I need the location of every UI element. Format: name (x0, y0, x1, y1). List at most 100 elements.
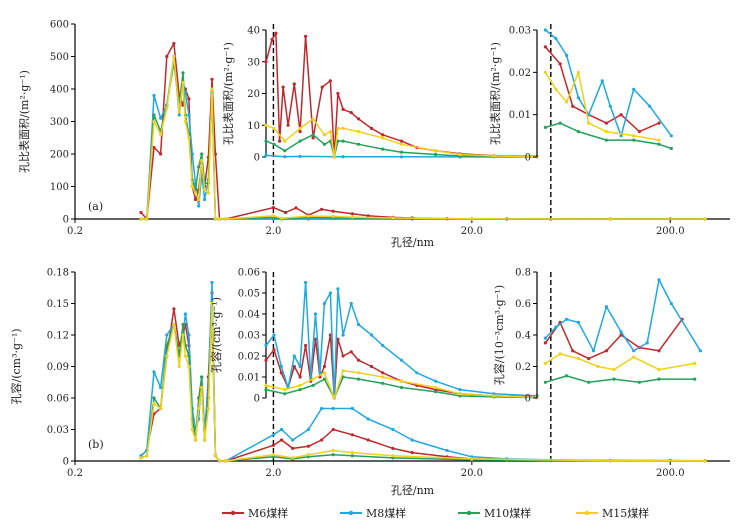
a-main-point-M15煤样 (280, 216, 284, 220)
a-inset-right-point-M10煤样 (543, 125, 548, 129)
a-main-ytick-label: 400 (50, 85, 69, 96)
b-main-point-M15煤样 (139, 456, 143, 460)
b-main-point-M6煤样 (172, 307, 176, 311)
b-main-point-M15煤样 (197, 406, 201, 411)
a-inset-mid-point-M15煤样 (458, 152, 462, 157)
a-inset-mid-point-M10煤样 (434, 152, 438, 157)
a-inset-mid-point-M15煤样 (332, 155, 336, 159)
b-main-point-M15煤样 (206, 406, 210, 411)
b-inset-mid-point-M6煤样 (264, 358, 268, 362)
a-inset-right-point-M15煤样 (554, 87, 558, 91)
b-main-point-M8煤样 (159, 385, 163, 390)
a-inset-mid-y-label: 孔比表面积/(m²·g⁻¹) (221, 42, 235, 145)
a-main-point-M6煤样 (350, 212, 354, 216)
a-inset-mid-point-M10煤样 (322, 142, 326, 146)
b-main-point-M6煤样 (331, 427, 335, 432)
b-main-point-M8煤样 (350, 406, 354, 411)
legend-label: M10煤样 (484, 506, 531, 520)
b-inset-right-series-M8煤样 (544, 279, 702, 352)
b-inset-right-point-M8煤样 (698, 349, 703, 353)
b-main-ytick-label: 0.18 (47, 268, 69, 279)
a-inset-right-ytick-label: 0.03 (509, 26, 531, 37)
b-inset-mid-point-M8煤样 (313, 312, 318, 316)
b-inset-mid-ytick-label: 0.06 (238, 268, 260, 279)
a-main-point-M15煤样 (181, 80, 185, 85)
b-inset-mid-y-label: 孔容/(cm³·g⁻¹) (209, 297, 223, 373)
b-inset-mid-point-M8煤样 (381, 343, 385, 348)
b-inset-mid-point-M15煤样 (332, 396, 336, 400)
a-inset-right-point-M6煤样 (619, 113, 623, 117)
b-main-x-label: 孔径/nm (391, 484, 435, 497)
b-inset-right-point-M10煤样 (657, 377, 661, 381)
b-main-point-M8煤样 (320, 406, 324, 411)
a-inset-mid-point-M15煤样 (341, 126, 345, 130)
b-main-ytick-label: 0.15 (47, 299, 69, 310)
a-main-y-label: 孔比表面积/(m²·g⁻¹) (17, 70, 31, 173)
a-main-point-M15煤样 (152, 119, 156, 124)
a-inset-mid-point-M6煤样 (311, 136, 315, 140)
b-inset-mid-point-M6煤样 (336, 337, 340, 341)
b-inset-mid-point-M15煤样 (492, 394, 496, 398)
a-main-point-M15煤样 (197, 197, 201, 202)
b-main-point-M15煤样 (331, 448, 335, 453)
b-main-point-M8煤样 (152, 370, 156, 374)
a-inset-right-point-M15煤样 (576, 70, 581, 74)
a-main-point-M15煤样 (210, 87, 214, 91)
b-main-point-M15煤样 (145, 454, 149, 458)
a-inset-right-point-M8煤样 (632, 87, 636, 91)
b-main-point-M15煤样 (200, 385, 204, 390)
a-inset-mid-point-M6煤样 (328, 79, 332, 83)
b-main-point-M10煤样 (187, 354, 191, 358)
b-inset-mid-point-M8煤样 (279, 364, 283, 369)
b-main-point-M10煤样 (331, 453, 335, 457)
a-main-panel-label: (a) (88, 200, 103, 213)
legend-swatch-marker (230, 510, 236, 516)
a-main-point-M10煤样 (181, 71, 185, 75)
b-inset-mid-point-M10煤样 (341, 375, 345, 379)
a-inset-mid-point-M15煤样 (264, 123, 268, 127)
b-main-point-M15煤样 (193, 438, 198, 442)
b-main-point-M15煤样 (203, 438, 207, 442)
b-inset-mid-ytick-label: 0.05 (238, 289, 260, 300)
a-main-point-M15煤样 (391, 216, 395, 220)
a-main-point-M6煤样 (187, 97, 191, 101)
a-inset-mid-point-M15煤样 (434, 149, 438, 153)
b-inset-right-point-M15煤样 (596, 364, 600, 369)
a-main-point-M6煤样 (320, 207, 324, 211)
b-main-ytick-label: 0 (63, 457, 69, 468)
b-main-ytick-label: 0.12 (47, 331, 69, 342)
a-main-point-M6煤样 (366, 214, 370, 218)
b-inset-mid-point-M8煤样 (341, 333, 345, 337)
b-main-point-M8煤样 (183, 312, 187, 316)
a-main-point-M15煤样 (193, 191, 198, 195)
b-inset-mid-point-M15煤样 (311, 377, 315, 381)
b-main-point-M15煤样 (190, 427, 194, 432)
b-main-point-M10煤样 (350, 454, 354, 458)
b-main-point-M8煤样 (331, 406, 335, 411)
b-inset-right-point-M15煤样 (632, 355, 636, 359)
a-inset-mid-ytick-label: 0 (254, 153, 260, 164)
a-inset-right-point-M8煤样 (648, 104, 652, 108)
b-main-point-M15煤样 (187, 364, 191, 369)
a-inset-mid-point-M15煤样 (311, 117, 315, 121)
b-inset-mid-point-M8煤样 (272, 333, 276, 337)
a-inset-mid-ytick-label: 40 (247, 26, 260, 37)
b-inset-right-point-M10煤样 (587, 380, 591, 384)
a-inset-mid-point-M6煤样 (399, 139, 404, 143)
a-inset-mid-point-M6煤样 (381, 133, 385, 137)
b-main-series-M15煤样 (140, 302, 706, 462)
b-main-point-M15煤样 (159, 406, 163, 411)
a-main-point-M6煤样 (331, 209, 335, 213)
legend-swatch-marker (466, 510, 472, 516)
b-inset-mid-point-M6煤样 (279, 371, 283, 375)
a-main-point-M15煤样 (190, 184, 194, 189)
b-main-point-M6煤样 (410, 451, 414, 455)
a-inset-right-ytick-label: 0.01 (509, 110, 531, 121)
b-inset-mid-point-M8煤样 (349, 301, 353, 306)
b-inset-right-point-M8煤样 (543, 336, 548, 340)
b-inset-right-point-M8煤样 (604, 305, 609, 309)
a-main-point-M8煤样 (177, 113, 181, 117)
b-main-point-M8煤样 (366, 417, 370, 421)
a-inset-right-point-M6煤样 (558, 62, 562, 66)
